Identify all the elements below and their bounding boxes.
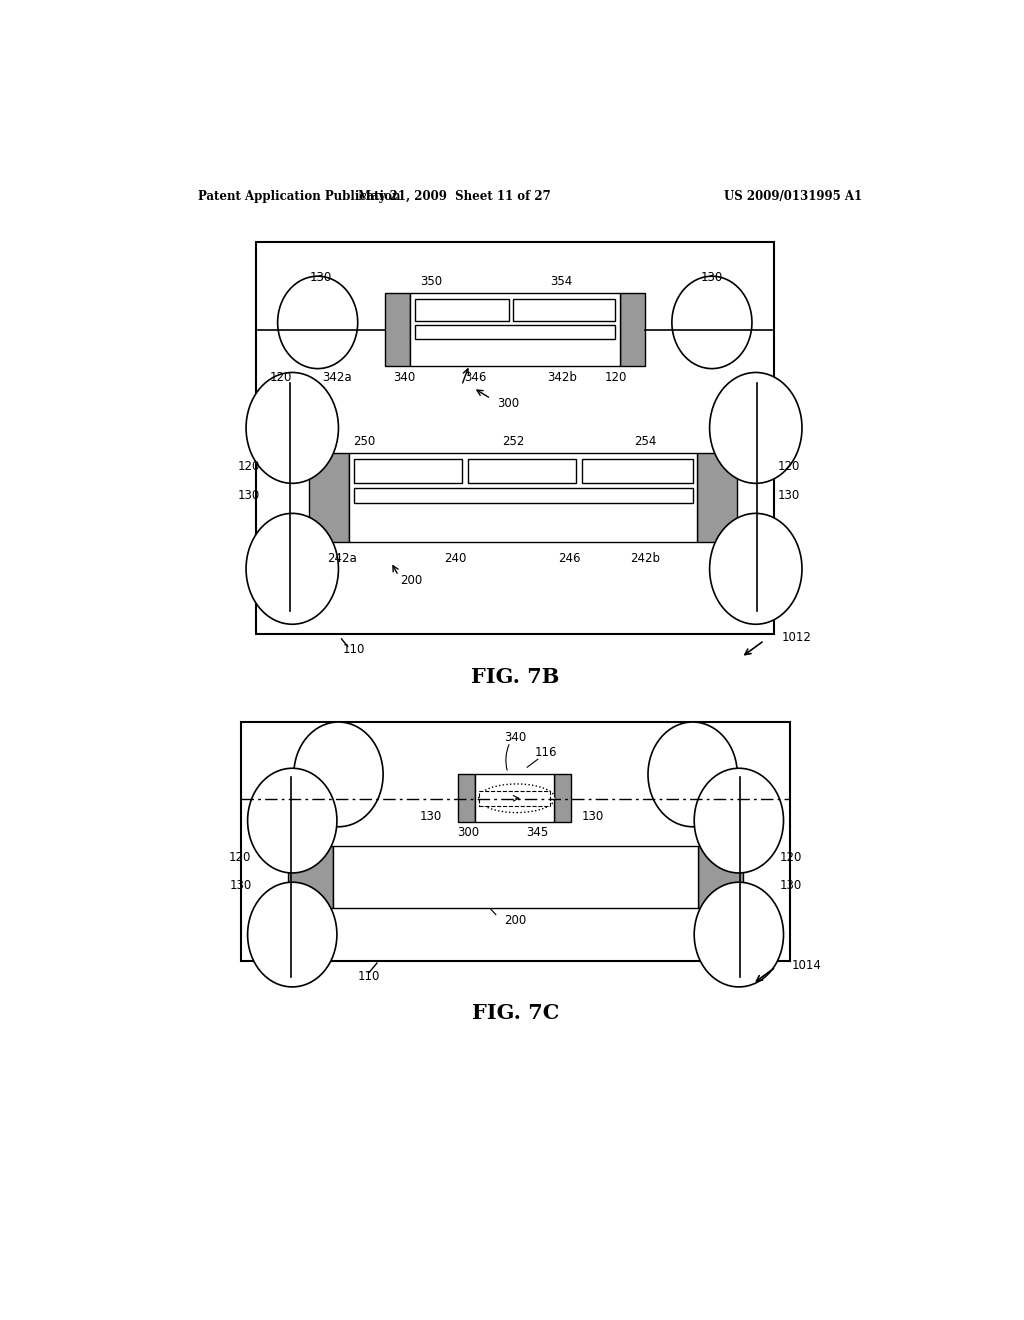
- Text: 200: 200: [400, 574, 423, 587]
- Bar: [468, 459, 575, 483]
- Bar: [289, 846, 333, 908]
- Text: 120: 120: [238, 459, 260, 473]
- Text: 116: 116: [536, 746, 558, 759]
- Text: 1012: 1012: [781, 631, 811, 644]
- Bar: [349, 453, 697, 543]
- Ellipse shape: [246, 513, 339, 624]
- Text: Patent Application Publication: Patent Application Publication: [199, 190, 400, 203]
- Text: US 2009/0131995 A1: US 2009/0131995 A1: [724, 190, 862, 203]
- Text: 250: 250: [352, 436, 375, 449]
- Text: 120: 120: [269, 371, 292, 384]
- Bar: [256, 242, 773, 635]
- Ellipse shape: [694, 882, 783, 987]
- Ellipse shape: [248, 768, 337, 873]
- Ellipse shape: [278, 276, 357, 368]
- Bar: [241, 722, 791, 961]
- Bar: [309, 453, 349, 543]
- Text: 346: 346: [464, 371, 486, 384]
- Text: 120: 120: [777, 459, 800, 473]
- Text: 354: 354: [551, 275, 572, 288]
- Ellipse shape: [710, 372, 802, 483]
- Ellipse shape: [248, 882, 337, 987]
- Ellipse shape: [694, 768, 783, 873]
- Bar: [410, 293, 620, 367]
- Text: 300: 300: [457, 825, 479, 838]
- Text: 342a: 342a: [323, 371, 351, 384]
- Text: 120: 120: [779, 851, 802, 865]
- Bar: [620, 293, 645, 367]
- Bar: [415, 300, 509, 321]
- Bar: [354, 459, 462, 483]
- Text: 254: 254: [634, 436, 656, 449]
- Ellipse shape: [246, 372, 339, 483]
- Bar: [333, 846, 698, 908]
- Text: 1014: 1014: [792, 958, 821, 972]
- Text: 242a: 242a: [328, 552, 357, 565]
- Ellipse shape: [710, 513, 802, 624]
- Text: 120: 120: [604, 371, 627, 384]
- Bar: [458, 775, 475, 822]
- Bar: [354, 488, 692, 503]
- Bar: [513, 300, 614, 321]
- Text: 200: 200: [505, 915, 526, 927]
- Text: 120: 120: [229, 851, 252, 865]
- Bar: [385, 293, 410, 367]
- Text: 252: 252: [502, 436, 524, 449]
- Text: 110: 110: [343, 643, 365, 656]
- Text: 110: 110: [358, 970, 381, 982]
- Bar: [554, 775, 571, 822]
- Text: 130: 130: [309, 271, 332, 284]
- Text: 130: 130: [238, 490, 260, 502]
- Text: 340: 340: [393, 371, 415, 384]
- Text: FIG. 7C: FIG. 7C: [472, 1003, 559, 1023]
- Text: 240: 240: [444, 552, 467, 565]
- Bar: [475, 775, 554, 822]
- Text: 246: 246: [558, 552, 581, 565]
- Text: 130: 130: [779, 879, 802, 892]
- Text: 130: 130: [229, 879, 252, 892]
- Ellipse shape: [672, 276, 752, 368]
- Text: FIG. 7B: FIG. 7B: [471, 667, 560, 686]
- Ellipse shape: [648, 722, 737, 826]
- Text: 342b: 342b: [547, 371, 577, 384]
- Bar: [582, 459, 692, 483]
- Text: 350: 350: [420, 275, 442, 288]
- Text: May 21, 2009  Sheet 11 of 27: May 21, 2009 Sheet 11 of 27: [357, 190, 550, 203]
- Text: 345: 345: [526, 825, 548, 838]
- Text: 130: 130: [582, 810, 604, 824]
- Ellipse shape: [294, 722, 383, 826]
- Bar: [698, 846, 742, 908]
- Bar: [697, 453, 737, 543]
- Text: 340: 340: [505, 731, 526, 744]
- Bar: [415, 326, 614, 339]
- Text: 242b: 242b: [630, 552, 659, 565]
- Bar: [478, 791, 550, 807]
- Text: 300: 300: [497, 397, 519, 409]
- Text: 130: 130: [777, 490, 800, 502]
- Text: 130: 130: [420, 810, 442, 824]
- Ellipse shape: [478, 784, 555, 813]
- Text: 130: 130: [700, 271, 723, 284]
